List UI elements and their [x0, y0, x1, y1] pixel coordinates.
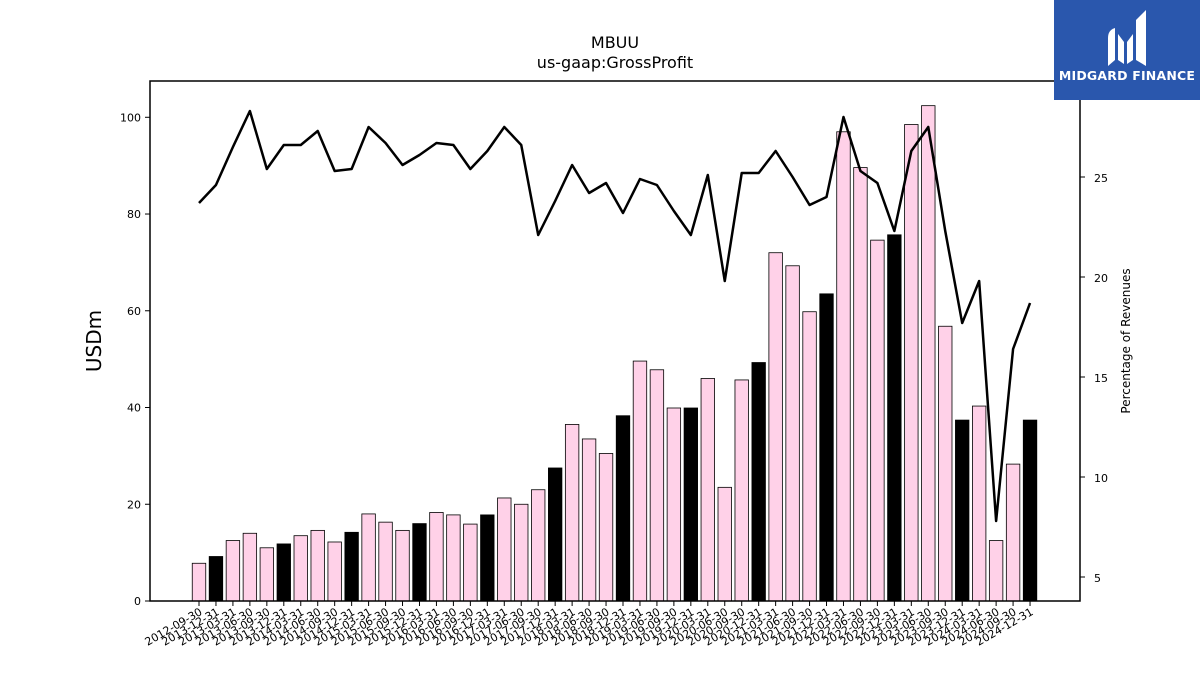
- line-group: [198, 109, 1032, 523]
- bar-2022-03-31: [836, 131, 851, 602]
- bar-2016-12-31: [480, 514, 495, 602]
- bar-2017-09-30: [531, 489, 546, 602]
- bar-2013-09-30: [259, 547, 274, 602]
- bar-2017-03-31: [497, 497, 512, 602]
- y2-tick-label-20: 20: [1094, 272, 1108, 285]
- bar-2020-03-31: [700, 378, 715, 602]
- bar-2013-03-31: [225, 540, 241, 602]
- bar-2021-12-31: [819, 293, 834, 602]
- bar-2024-12-31: [1022, 419, 1038, 602]
- y2-tick-label-15: 15: [1094, 372, 1108, 385]
- bar-2015-06-30: [378, 521, 393, 602]
- bar-2020-09-30: [734, 379, 749, 602]
- bar-2023-09-30: [938, 325, 953, 602]
- bar-2013-12-31: [276, 543, 291, 602]
- bar-2018-09-30: [598, 453, 614, 602]
- chart-title: MBUU: [591, 33, 639, 52]
- bar-2012-12-31: [208, 556, 224, 602]
- bar-2017-06-30: [514, 503, 529, 602]
- y2-tick-label-25: 25: [1094, 172, 1108, 185]
- x-axis: 2012-09-302013-12-312013-03-312013-06-30…: [143, 601, 1036, 649]
- bar-2024-03-31: [972, 405, 987, 602]
- bar-2021-03-31: [768, 252, 783, 602]
- y-axis-right: 5 10 15 20 25: [1080, 172, 1108, 585]
- y2-axis-label: Percentage of Revenues: [1119, 268, 1133, 413]
- bar-2019-09-30: [666, 407, 682, 602]
- logo-text: MIDGARD FINANCE: [1058, 68, 1196, 83]
- y-tick-label-20: 20: [127, 498, 141, 511]
- bar-2020-06-30: [717, 486, 732, 602]
- bars-group: [191, 105, 1038, 602]
- bar-2015-09-30: [395, 529, 410, 602]
- bar-2014-06-30: [310, 529, 325, 602]
- y2-tick-label-10: 10: [1094, 472, 1108, 485]
- plot-frame: [149, 80, 1081, 602]
- bar-2020-12-31: [751, 362, 766, 602]
- bar-2022-09-30: [870, 239, 885, 602]
- bar-2019-03-31: [632, 360, 648, 602]
- y-tick-label-60: 60: [127, 305, 141, 318]
- bar-2014-12-31: [344, 531, 359, 602]
- bar-2018-03-31: [564, 424, 580, 602]
- bar-2014-09-30: [327, 541, 342, 602]
- y-tick-label-100: 100: [120, 111, 141, 124]
- y2-tick-label-5: 5: [1094, 572, 1101, 585]
- bar-2021-09-30: [802, 311, 817, 602]
- bar-2013-06-30: [242, 532, 258, 602]
- bar-2024-06-30: [988, 540, 1004, 602]
- bar-2019-12-31: [683, 407, 698, 602]
- y-axis-left: 0 20 40 60 80 100: [120, 111, 150, 608]
- midgard-logo-icon: [1108, 10, 1146, 66]
- bar-2019-06-30: [649, 369, 665, 602]
- bar-2023-12-31: [955, 419, 970, 602]
- bar-2023-03-31: [904, 124, 919, 602]
- y-tick-label-0: 0: [134, 595, 141, 608]
- bar-2023-06-30: [921, 105, 936, 602]
- bar-2012-09-30: [191, 562, 207, 602]
- chart-subtitle: us-gaap:GrossProfit: [537, 53, 693, 72]
- y-tick-label-40: 40: [127, 402, 141, 415]
- bar-2022-06-30: [853, 167, 868, 602]
- y-tick-label-80: 80: [127, 208, 141, 221]
- bar-2024-09-30: [1005, 463, 1021, 602]
- bar-2016-09-30: [463, 523, 478, 602]
- bar-2018-06-30: [581, 438, 597, 602]
- bar-2016-06-30: [446, 514, 461, 602]
- bar-2022-12-31: [887, 234, 902, 602]
- bar-2015-12-31: [412, 523, 427, 602]
- bar-2015-03-31: [361, 513, 376, 602]
- bar-2018-12-31: [615, 415, 631, 602]
- bar-2017-12-31: [548, 467, 563, 602]
- percentage-line: [198, 109, 1032, 523]
- bar-2021-06-30: [785, 265, 800, 602]
- y-axis-label: USDm: [82, 310, 106, 372]
- bar-2016-03-31: [429, 512, 444, 602]
- midgard-finance-logo: MIDGARD FINANCE: [1054, 0, 1200, 100]
- bar-2014-03-31: [293, 535, 308, 602]
